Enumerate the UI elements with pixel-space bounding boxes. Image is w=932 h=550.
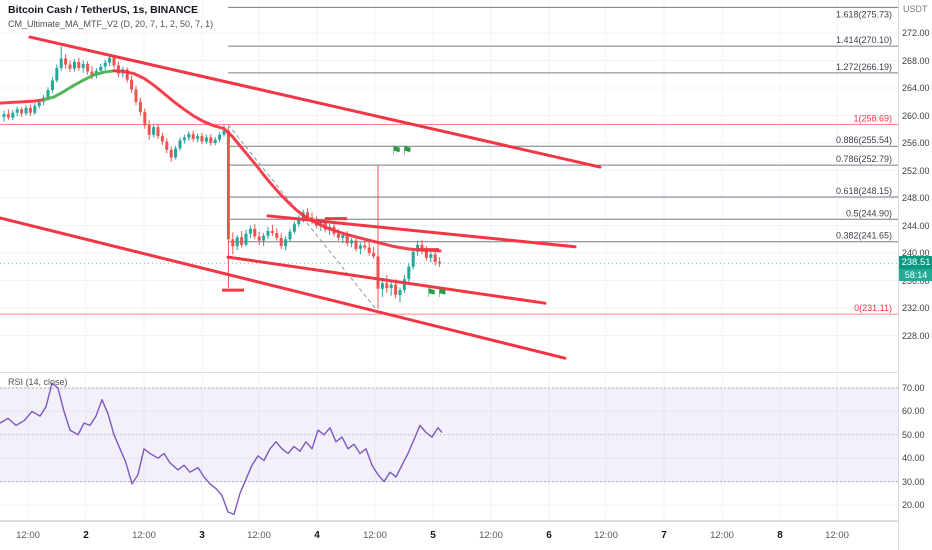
time-axis-time-label[interactable]: 12:00 [16,530,40,541]
flag-markers[interactable]: ⚑⚑ ⚑⚑ [391,144,448,300]
price-axis-label: 248.00 [902,193,930,203]
price-axis-label: 268.00 [902,55,930,66]
price-axis-label: 264.00 [902,83,930,93]
fib-retracement[interactable]: 1.618(275.73) 1.414(270.10) 1.272(266.19) 1… [0,6,898,315]
price-axis-label: 260.00 [902,110,930,121]
main-price-pane[interactable]: 1.618(275.73) 1.414(270.10) 1.272(266.19) 1… [0,0,898,372]
time-axis-day-label[interactable]: 4 [314,530,320,541]
rsi-axis-label: 50.00 [902,429,925,440]
price-axis[interactable]: USDT 238.51 58:14 272.00 268.00 264.00 260.… [898,0,932,550]
price-axis-label: 228.00 [902,330,930,341]
time-axis-day-label[interactable]: 7 [661,530,667,541]
rsi-chart-svg[interactable] [0,373,898,520]
last-price-badge: 238.51 [899,256,932,270]
rsi-plot-line [0,382,443,516]
svg-text:0(231.11): 0(231.11) [854,303,892,313]
last-price-badge-group: 238.51 58:14 [899,256,932,282]
price-axis-label: 240.00 [902,248,930,258]
time-axis-time-label[interactable]: 12:00 [247,530,271,541]
time-axis-day-label[interactable]: 6 [546,530,552,541]
price-axis-label: 252.00 [902,165,930,176]
price-axis-label: 272.00 [902,28,930,38]
rsi-bottom-divider [0,520,932,521]
time-axis[interactable]: 12:00 2 12:00 3 12:00 4 12:00 5 12:00 6 12:00 7 12:0… [0,521,932,550]
time-axis-time-label[interactable]: 12:00 [710,530,734,541]
rsi-axis-label: 70.00 [902,383,925,393]
rsi-axis-label: 60.00 [902,406,925,417]
price-axis-label: 232.00 [902,303,930,313]
time-axis-day-label[interactable]: 5 [430,530,436,541]
time-axis-time-label[interactable]: 12:00 [594,530,618,541]
price-chart-svg[interactable]: 1.618(275.73) 1.414(270.10) 1.272(266.19) 1… [0,0,898,372]
svg-text:0.618(248.15): 0.618(248.15) [836,186,892,196]
flag-icon: ⚑⚑ [426,286,448,300]
svg-text:0.786(252.79): 0.786(252.79) [836,154,892,164]
time-axis-day-label[interactable]: 3 [199,530,205,541]
svg-text:0.886(255.54): 0.886(255.54) [836,135,892,145]
svg-text:1(258.69): 1(258.69) [853,114,892,124]
svg-text:1.618(275.73): 1.618(275.73) [836,9,892,19]
svg-text:0.382(241.65): 0.382(241.65) [836,231,892,241]
price-axis-label: 256.00 [902,138,930,148]
time-axis-time-label[interactable]: 12:00 [825,530,849,541]
rsi-axis-label: 20.00 [902,500,925,510]
rsi-pane[interactable] [0,373,898,520]
rsi-band [0,388,898,482]
grid-lines [0,0,898,372]
trend-lines[interactable] [0,35,602,360]
svg-text:1.414(270.10): 1.414(270.10) [836,35,892,45]
time-axis-time-label[interactable]: 12:00 [132,530,156,541]
time-axis-day-label[interactable]: 8 [777,530,783,541]
svg-text:1.272(266.19): 1.272(266.19) [836,62,892,72]
currency-label: USDT [903,4,928,14]
time-axis-day-label[interactable]: 2 [83,530,89,541]
bar-countdown-badge: 58:14 [899,269,932,282]
rsi-indicator-title[interactable]: RSI (14, close) [8,377,68,387]
price-axis-label: 244.00 [902,220,930,231]
pane-divider[interactable] [0,372,932,373]
time-axis-time-label[interactable]: 12:00 [479,530,503,541]
moving-average-line [0,69,442,253]
time-axis-time-label[interactable]: 12:00 [363,530,387,541]
flag-icon: ⚑⚑ [391,144,413,158]
svg-text:0.5(244.90): 0.5(244.90) [846,208,892,218]
rsi-axis-label: 30.00 [902,476,925,487]
rsi-axis-label: 40.00 [902,453,925,464]
